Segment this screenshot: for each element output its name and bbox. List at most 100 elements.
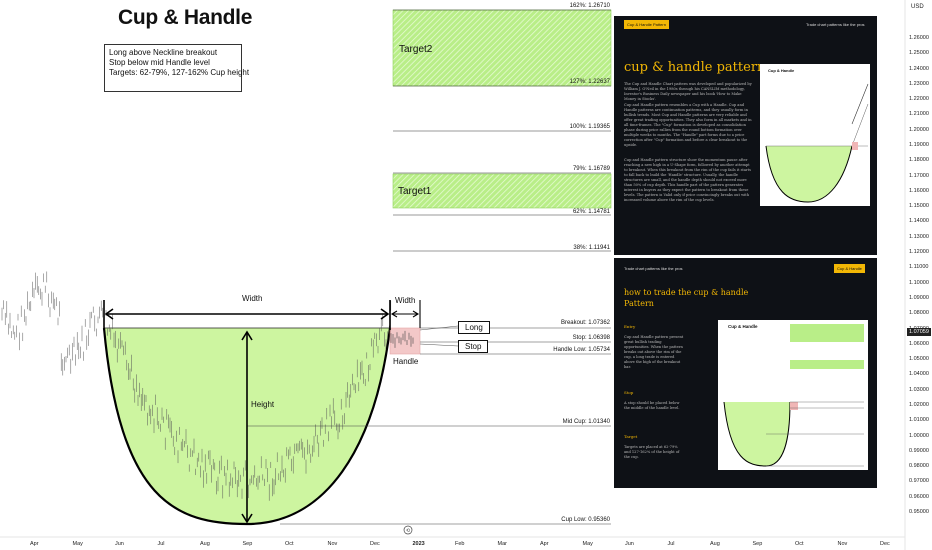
- time-tick: Nov: [837, 541, 848, 547]
- time-tick: Jun: [115, 541, 124, 547]
- mid-cup-label: Mid Cup: 1.01340: [562, 419, 610, 425]
- time-tick: 2023: [412, 541, 425, 547]
- time-tick: Dec: [880, 541, 890, 547]
- price-tick: 1.03000: [909, 386, 929, 393]
- fib-label-100: 100%: 1.19365: [569, 124, 610, 130]
- chart-title: Cup & Handle: [118, 6, 253, 29]
- width-arrow: [103, 300, 391, 330]
- cup-low-label: Cup Low: 0.95360: [561, 517, 610, 523]
- panel2-entry-text: Cup and Handle pattern present great bul…: [624, 335, 684, 369]
- width-label: Width: [242, 294, 263, 303]
- panel1-paragraph-2: Cup and Handle pattern resembles a Cup w…: [624, 103, 752, 147]
- price-tick: 1.09000: [909, 294, 929, 301]
- price-tick: 1.12000: [909, 249, 929, 256]
- note-stop: Stop below mid Handle level: [109, 58, 210, 67]
- price-tick: 1.16000: [909, 187, 929, 194]
- long-label: Long: [458, 321, 490, 334]
- price-tick: 1.02000: [909, 401, 929, 408]
- info-panel-how-to-trade: Trade chart patterns like the pros Cup &…: [614, 258, 877, 488]
- stop-box-label: Stop: [458, 340, 489, 353]
- cup-outline: [102, 327, 392, 526]
- price-tick: 0.98000: [909, 463, 929, 470]
- time-tick: Mar: [497, 541, 507, 547]
- price-tick: 0.95000: [909, 509, 929, 515]
- target1-label: Target1: [398, 186, 432, 197]
- panel1-thumb-title: Cup & Handle: [768, 68, 795, 73]
- price-tick: 1.05000: [909, 356, 929, 363]
- price-tick: 1.08000: [909, 310, 929, 317]
- panel2-heading-line1: how to trade the cup & handle: [624, 288, 749, 297]
- target2-label: Target2: [399, 44, 433, 55]
- time-tick: May: [582, 541, 593, 547]
- panel1-heading: cup & handle pattern: [624, 60, 766, 75]
- time-tick: Aug: [710, 541, 720, 547]
- panel2-heading-line2: Pattern: [624, 299, 654, 308]
- price-tick: 0.97000: [909, 478, 929, 485]
- replay-icon[interactable]: [403, 525, 413, 535]
- fib-level-lines: [393, 9, 611, 252]
- price-tick: 1.00000: [909, 432, 929, 439]
- target1-zone: [392, 173, 612, 209]
- price-candles: [1, 271, 392, 501]
- panel2-badge: Cup & Handle: [834, 264, 865, 273]
- panel2-thumbnail: Cup & Handle: [718, 320, 868, 470]
- price-tick: 1.06000: [909, 340, 929, 347]
- currency-label: USD: [911, 4, 924, 10]
- price-tick: 1.13000: [909, 233, 929, 240]
- price-tick: 1.19000: [909, 142, 929, 149]
- time-tick: May: [72, 541, 83, 547]
- fib-label-127: 127%: 1.22637: [569, 79, 610, 85]
- price-tick: 1.22000: [909, 96, 929, 103]
- price-tick: 1.25000: [909, 50, 929, 57]
- target2-zone: [392, 9, 612, 87]
- price-tick: 1.26000: [909, 35, 929, 41]
- note-targets: Targets: 62-79%, 127-162% Cup height: [109, 68, 250, 77]
- price-tick: 0.99000: [909, 447, 929, 454]
- handle-label: Handle: [393, 357, 419, 366]
- time-tick: Jul: [667, 541, 675, 547]
- price-tick: 1.20000: [909, 126, 929, 133]
- breakout-label: Breakout: 1.07362: [560, 320, 610, 326]
- height-arrow: [241, 330, 253, 524]
- handle-low-label: Handle Low: 1.05734: [553, 347, 610, 353]
- price-tick: 1.24000: [909, 65, 929, 72]
- panel2-target-label: Target: [624, 434, 638, 439]
- panel2-thumb-title: Cup & Handle: [728, 324, 758, 329]
- panel1-tagline: Trade chart patterns like the pros: [806, 22, 865, 27]
- time-tick: Jun: [625, 541, 634, 547]
- price-tick: 1.04000: [909, 371, 929, 378]
- note-entry: Long above Neckline breakout: [109, 48, 218, 57]
- price-tick: 1.15000: [909, 203, 929, 210]
- panel1-thumbnail: Cup & Handle: [760, 64, 870, 206]
- handle-candles: [390, 330, 414, 348]
- time-tick: Sep: [752, 541, 763, 547]
- price-tick: 1.17000: [909, 172, 929, 179]
- handle-width-label: Width: [395, 296, 416, 305]
- trade-notes-box: Long above Neckline breakout Stop below …: [104, 44, 250, 92]
- price-tick: 1.23000: [909, 80, 929, 87]
- fib-label-79: 79%: 1.16789: [572, 166, 610, 172]
- long-connector: [419, 325, 459, 331]
- time-tick: Oct: [795, 541, 804, 547]
- handle-width-arrow: [389, 300, 421, 328]
- price-tick: 1.11000: [909, 264, 929, 271]
- price-tick: 0.96000: [909, 493, 929, 500]
- price-tick: 1.10000: [909, 279, 929, 286]
- price-tick: 1.21000: [909, 111, 929, 118]
- panel1-paragraph-1: The Cup and Handle Chart pattern was dev…: [624, 82, 752, 101]
- panel2-stop-text: A stop should be placed below the middle…: [624, 401, 680, 410]
- time-tick: Apr: [540, 541, 549, 547]
- time-tick: Feb: [455, 541, 465, 547]
- time-tick: Sep: [242, 541, 253, 547]
- replay-icon-glyph: ⟲: [406, 528, 410, 534]
- fib-label-62: 62%: 1.14781: [572, 209, 610, 215]
- time-tick: Apr: [30, 541, 39, 547]
- price-tick: 1.18000: [909, 157, 929, 164]
- panel1-paragraph-3: Cup and Handle pattern structure show th…: [624, 158, 752, 202]
- time-tick: Aug: [200, 541, 210, 547]
- info-panel-cup-handle: Cup & Handle Pattern Trade chart pattern…: [614, 16, 877, 255]
- time-tick: Oct: [285, 541, 294, 547]
- fib-label-162: 162%: 1.26710: [569, 3, 610, 9]
